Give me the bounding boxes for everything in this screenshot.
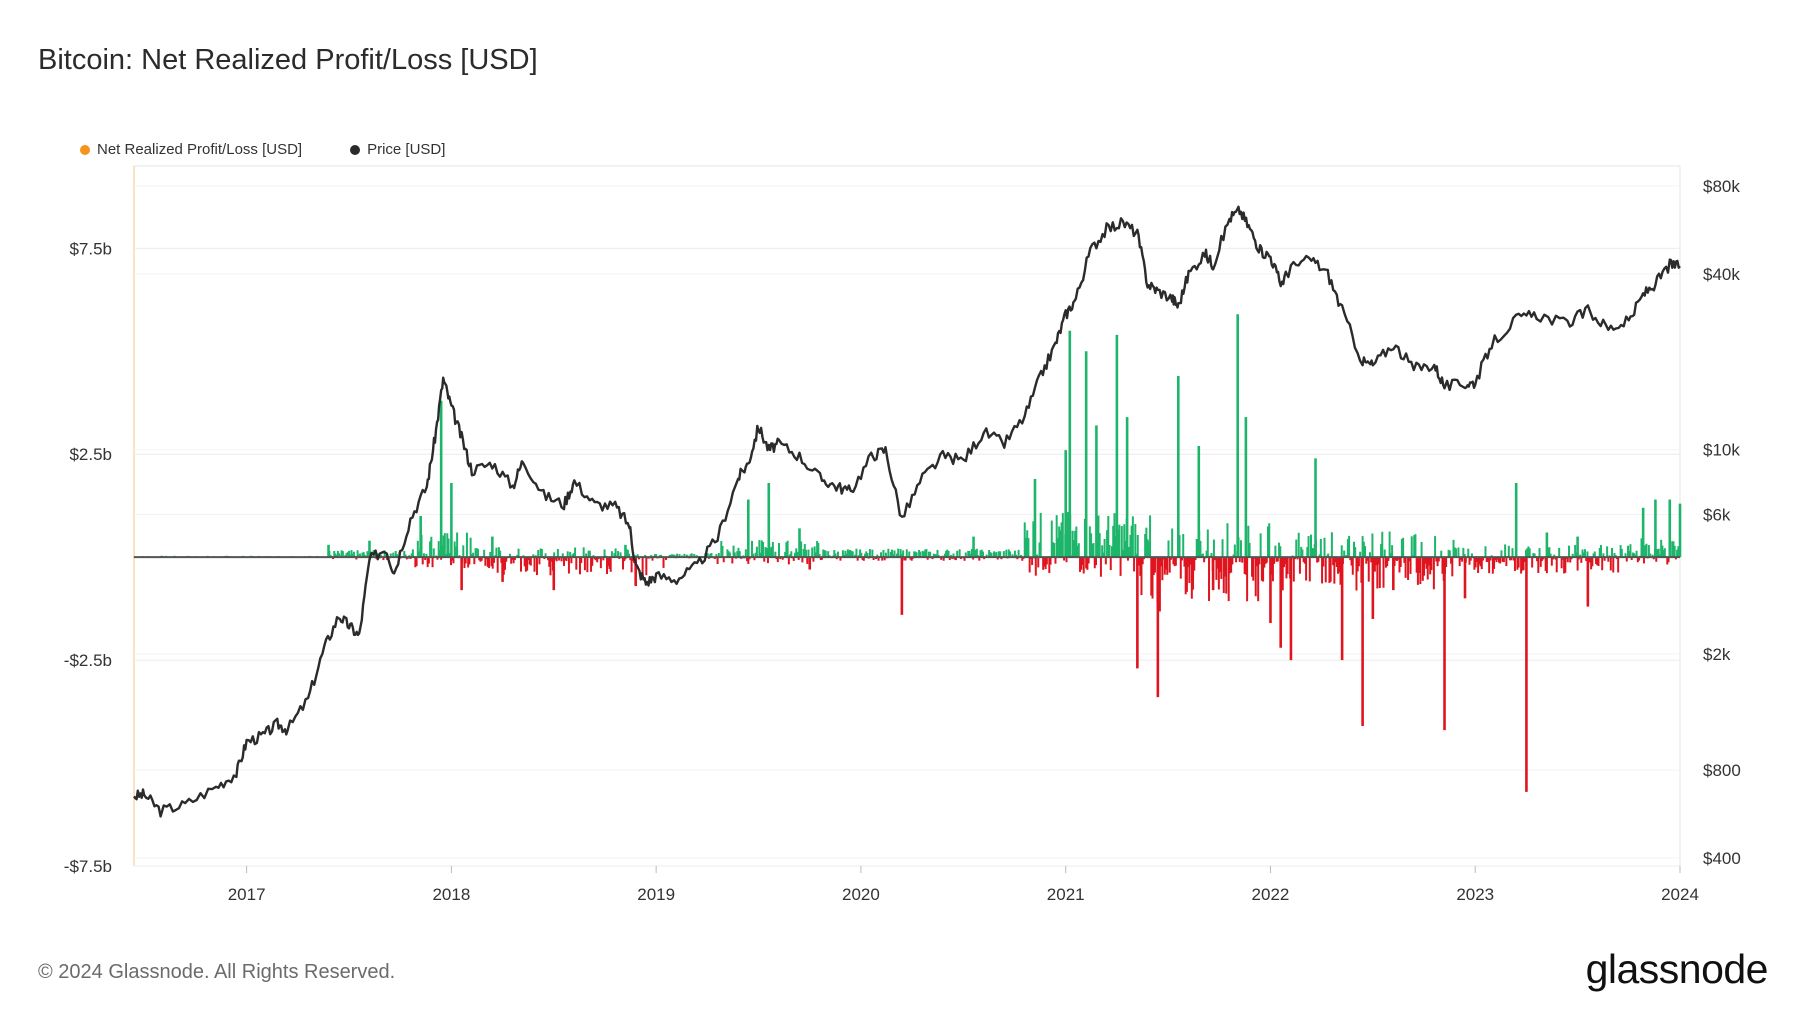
legend-label-profit-loss: Net Realized Profit/Loss [USD] <box>97 141 303 158</box>
legend-item-profit-loss[interactable]: Net Realized Profit/Loss [USD] <box>80 141 302 158</box>
legend: Net Realized Profit/Loss [USD] Price [US… <box>80 141 445 158</box>
brand-logo[interactable]: glassnode <box>1585 946 1769 992</box>
legend-dot-price <box>350 144 361 155</box>
price-line <box>133 205 1681 818</box>
axis-ticks: $7.5b $2.5b -$2.5b -$7.5b $80k $40k $10k $6k $2k… <box>64 177 1741 904</box>
x-tick-label: 2024 <box>1661 885 1699 904</box>
copyright-text: © 2024 Glassnode. All Rights Reserved. <box>38 961 396 983</box>
x-tick-label: 2017 <box>228 885 266 904</box>
chart-title: Bitcoin: Net Realized Profit/Loss [USD] <box>38 44 538 76</box>
right-tick-label: $6k <box>1703 506 1731 525</box>
right-tick-label: $80k <box>1703 177 1740 196</box>
legend-label-price: Price [USD] <box>367 141 446 158</box>
x-tick-label: 2020 <box>842 885 880 904</box>
right-tick-label: $40k <box>1703 265 1740 284</box>
x-tick-label: 2019 <box>637 885 675 904</box>
right-tick-label: $2k <box>1703 645 1731 664</box>
x-tick-label: 2022 <box>1252 885 1290 904</box>
left-tick-label: -$2.5b <box>64 651 112 670</box>
x-tick-label: 2023 <box>1456 885 1494 904</box>
grid-lines <box>134 185 1680 867</box>
x-tick-label: 2021 <box>1047 885 1085 904</box>
left-tick-label: $7.5b <box>69 239 112 258</box>
plot-frame <box>133 165 1681 867</box>
x-tick-label: 2018 <box>432 885 470 904</box>
right-tick-label: $800 <box>1703 761 1741 780</box>
right-tick-label: $10k <box>1703 441 1740 460</box>
left-tick-label: -$7.5b <box>64 857 112 876</box>
legend-dot-profit-loss <box>80 144 90 155</box>
left-tick-label: $2.5b <box>69 445 112 464</box>
legend-item-price[interactable]: Price [USD] <box>350 141 445 158</box>
right-tick-label: $400 <box>1703 849 1741 868</box>
